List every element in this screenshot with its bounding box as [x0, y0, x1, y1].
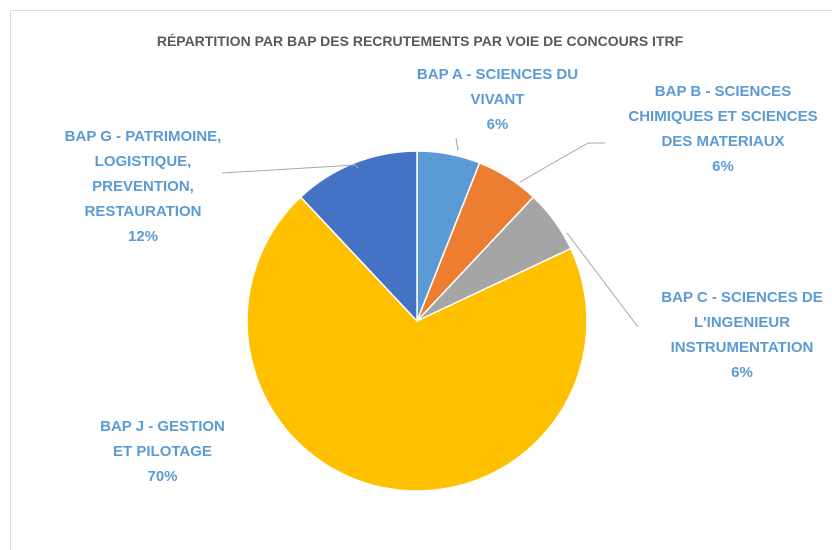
- value-label: 6%: [486, 116, 509, 133]
- pie-slice: [299, 150, 418, 323]
- data-label: BAP C - SCIENCES DE L'INGENIEUR INSTRUME…: [643, 285, 832, 385]
- pie-slice: [246, 196, 588, 492]
- chart-title: RÉPARTITION PAR BAP DES RECRUTEMENTS PAR…: [157, 33, 684, 49]
- category-label: BAP A - SCIENCES DU VIVANT: [416, 66, 579, 108]
- category-label: BAP C - SCIENCES DE L'INGENIEUR INSTRUME…: [661, 289, 823, 356]
- leader-line: [221, 164, 359, 174]
- value-label: 12%: [127, 228, 159, 245]
- value-label: 70%: [147, 468, 178, 485]
- category-label: BAP J - GESTION ET PILOTAGE: [100, 418, 225, 460]
- category-label: BAP G - PATRIMOINE, LOGISTIQUE, PREVENTI…: [64, 128, 222, 220]
- leader-line: [566, 232, 639, 328]
- leader-line: [519, 142, 605, 183]
- data-label: BAP G - PATRIMOINE, LOGISTIQUE, PREVENTI…: [44, 124, 242, 249]
- data-label: BAP B - SCIENCES CHIMIQUES ET SCIENCES D…: [613, 79, 832, 179]
- data-label: BAP J - GESTION ET PILOTAGE 70%: [90, 414, 235, 489]
- leader-line: [455, 137, 459, 152]
- value-label: 6%: [712, 158, 734, 175]
- value-label: 6%: [731, 364, 753, 381]
- data-label: BAP A - SCIENCES DU VIVANT 6%: [395, 62, 600, 137]
- category-label: BAP B - SCIENCES CHIMIQUES ET SCIENCES D…: [628, 83, 818, 150]
